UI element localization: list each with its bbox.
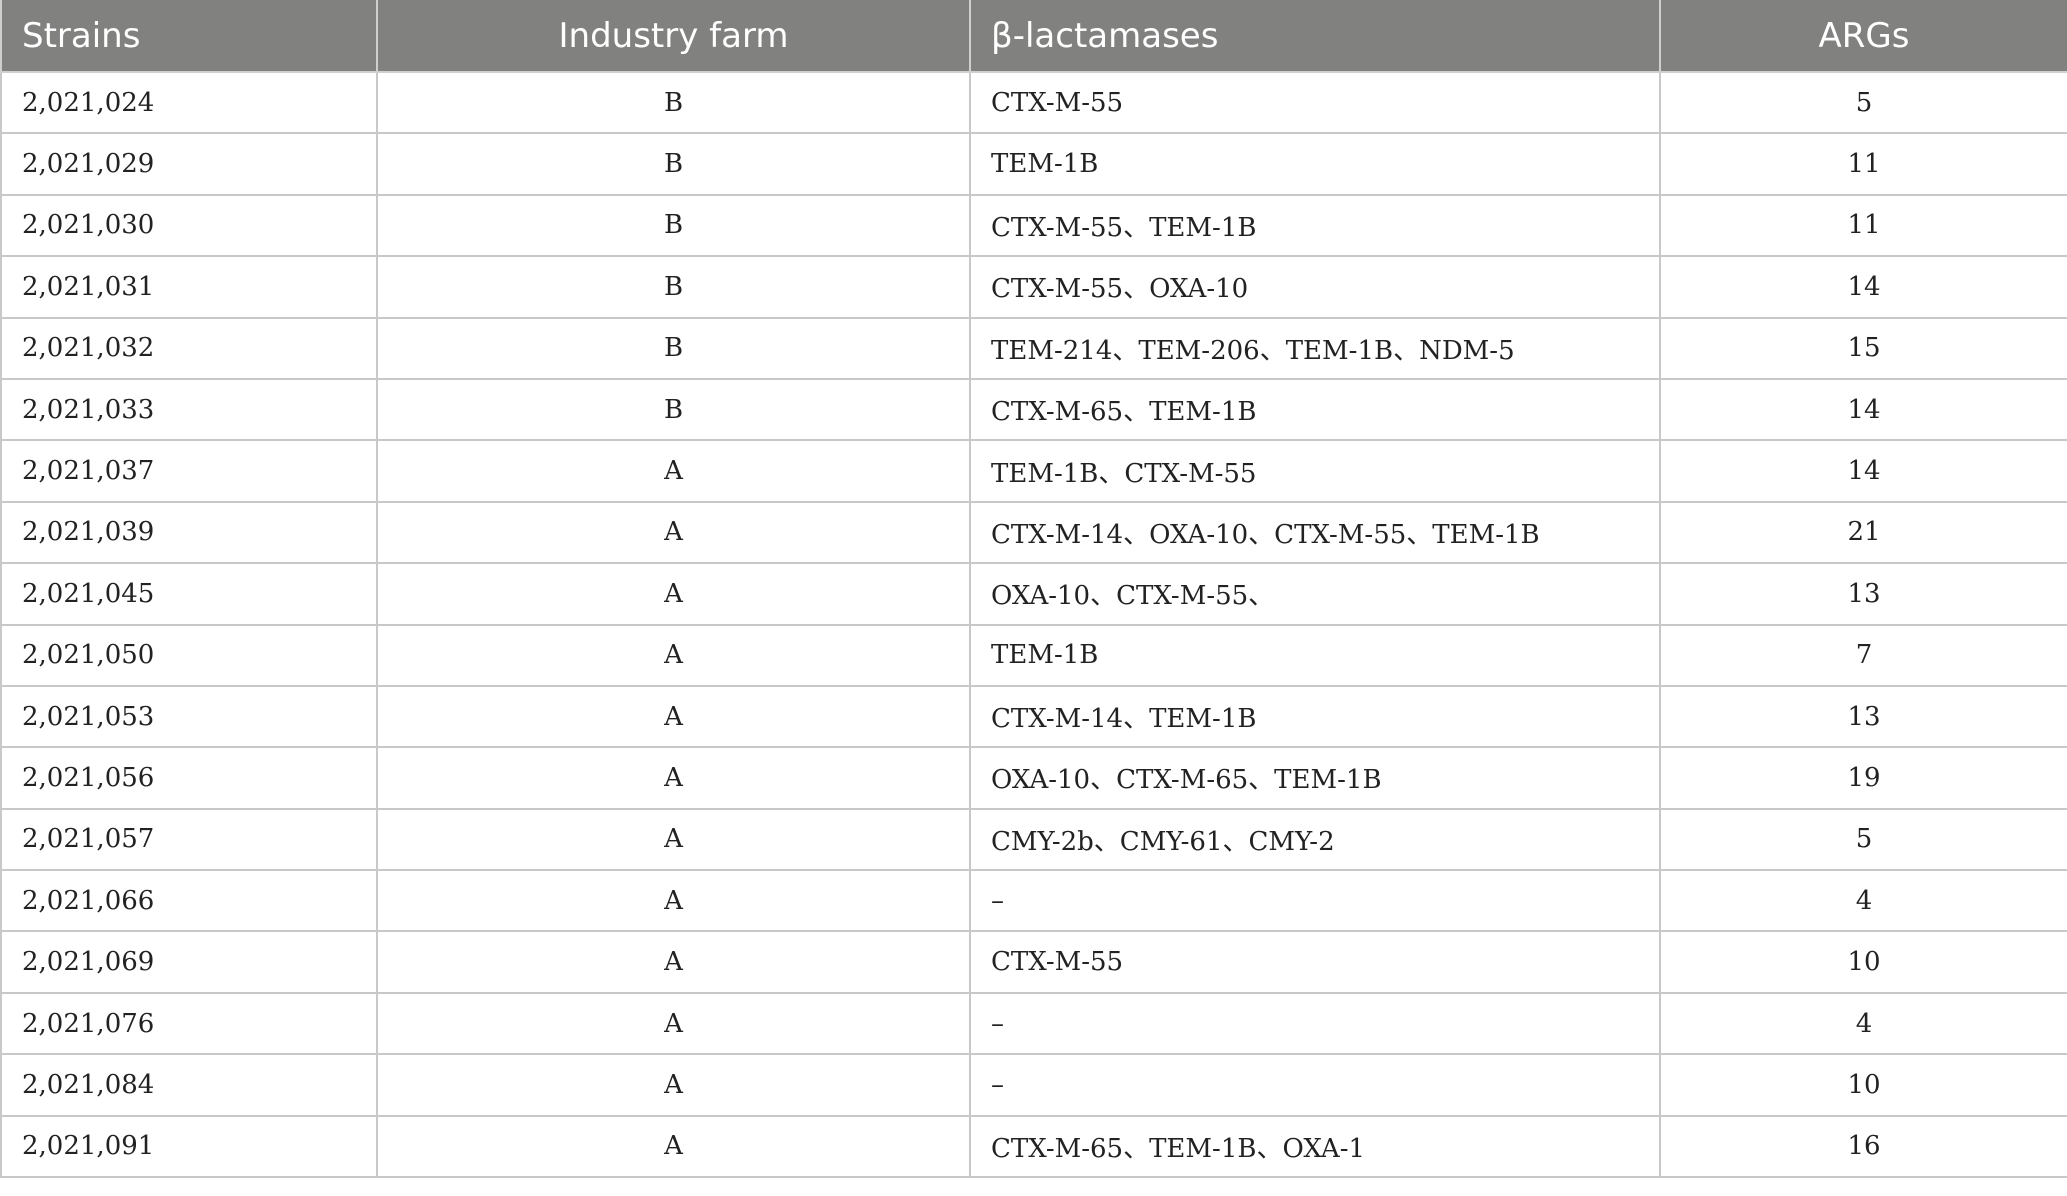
header-row: Strains Industry farm β-lactamases ARGs [0, 0, 2067, 73]
industry-farm-cell: B [376, 255, 971, 319]
strain-cell: 2,021,084 [0, 1053, 378, 1117]
table-row: 2,021,056 A OXA-10、CTX-M-65、TEM-1B 19 [0, 746, 2067, 810]
beta-lactamases-cell: CTX-M-55、OXA-10 [969, 255, 1661, 319]
table-row: 2,021,029 B TEM-1B 11 [0, 132, 2067, 196]
beta-lactamases-cell: TEM-1B、CTX-M-55 [969, 439, 1661, 503]
args-cell: 14 [1659, 439, 2067, 503]
industry-farm-cell: A [376, 1053, 971, 1117]
industry-farm-cell: A [376, 623, 971, 687]
table-row: 2,021,024 B CTX-M-55 5 [0, 70, 2067, 135]
args-cell: 13 [1659, 684, 2067, 749]
industry-farm-cell: B [376, 70, 971, 135]
industry-farm-cell: B [376, 132, 971, 196]
args-cell: 14 [1659, 255, 2067, 319]
header-args: ARGs [1659, 0, 2067, 73]
args-cell: 4 [1659, 869, 2067, 933]
beta-lactamases-cell: TEM-1B [969, 132, 1661, 196]
args-cell: 16 [1659, 1114, 2067, 1179]
table-body: 2,021,024 B CTX-M-55 5 2,021,029 B TEM-1B 11 2,0… [0, 70, 2067, 1179]
strain-cell: 2,021,066 [0, 869, 378, 933]
args-cell: 10 [1659, 930, 2067, 994]
table-row: 2,021,031 B CTX-M-55、OXA-10 14 [0, 255, 2067, 319]
industry-farm-cell: A [376, 991, 971, 1056]
strain-cell: 2,021,039 [0, 500, 378, 565]
industry-farm-cell: A [376, 807, 971, 872]
args-cell: 5 [1659, 807, 2067, 872]
industry-farm-cell: A [376, 930, 971, 994]
beta-lactamases-cell: OXA-10、CTX-M-65、TEM-1B [969, 746, 1661, 810]
beta-lactamases-cell: TEM-1B [969, 623, 1661, 687]
strain-cell: 2,021,069 [0, 930, 378, 994]
strain-cell: 2,021,091 [0, 1114, 378, 1179]
args-cell: 19 [1659, 746, 2067, 810]
strain-cell: 2,021,037 [0, 439, 378, 503]
table-row: 2,021,053 A CTX-M-14、TEM-1B 13 [0, 684, 2067, 749]
args-cell: 7 [1659, 623, 2067, 687]
table-row: 2,021,050 A TEM-1B 7 [0, 623, 2067, 687]
strain-cell: 2,021,032 [0, 316, 378, 380]
args-cell: 13 [1659, 562, 2067, 626]
table-row: 2,021,076 A –4 [0, 991, 2067, 1056]
beta-lactamases-cell: – [969, 1053, 1661, 1117]
industry-farm-cell: B [376, 377, 971, 442]
args-cell: 5 [1659, 70, 2067, 135]
table-row: 2,021,066 A –4 [0, 869, 2067, 933]
args-cell: 10 [1659, 1053, 2067, 1117]
industry-farm-cell: A [376, 1114, 971, 1179]
strain-cell: 2,021,053 [0, 684, 378, 749]
beta-lactamases-cell: – [969, 991, 1661, 1056]
strain-cell: 2,021,030 [0, 193, 378, 258]
strain-cell: 2,021,045 [0, 562, 378, 626]
beta-lactamases-cell: CTX-M-65、TEM-1B [969, 377, 1661, 442]
industry-farm-cell: A [376, 869, 971, 933]
table-row: 2,021,091 A CTX-M-65、TEM-1B、OXA-1 16 [0, 1114, 2067, 1179]
beta-lactamases-cell: CTX-M-14、TEM-1B [969, 684, 1661, 749]
table-row: 2,021,057 A CMY-2b、CMY-61、CMY-2 5 [0, 807, 2067, 872]
beta-lactamases-cell: CTX-M-55 [969, 70, 1661, 135]
beta-lactamases-cell: CMY-2b、CMY-61、CMY-2 [969, 807, 1661, 872]
beta-lactamases-cell: – [969, 869, 1661, 933]
industry-farm-cell: A [376, 439, 971, 503]
args-cell: 4 [1659, 991, 2067, 1056]
table-row: 2,021,069 A CTX-M-55 10 [0, 930, 2067, 994]
beta-lactamases-cell: CTX-M-55、TEM-1B [969, 193, 1661, 258]
beta-lactamases-cell: OXA-10、CTX-M-55、 [969, 562, 1661, 626]
table-row: 2,021,032 B TEM-214、TEM-206、TEM-1B、NDM-5 15 [0, 316, 2067, 380]
industry-farm-cell: B [376, 193, 971, 258]
strain-cell: 2,021,050 [0, 623, 378, 687]
industry-farm-cell: A [376, 562, 971, 626]
industry-farm-cell: B [376, 316, 971, 380]
beta-lactamases-cell: CTX-M-14、OXA-10、CTX-M-55、TEM-1B [969, 500, 1661, 565]
args-cell: 14 [1659, 377, 2067, 442]
table-header: Strains Industry farm β-lactamases ARGs [0, 0, 2067, 73]
args-cell: 15 [1659, 316, 2067, 380]
industry-farm-cell: A [376, 684, 971, 749]
industry-farm-cell: A [376, 500, 971, 565]
beta-lactamases-cell: TEM-214、TEM-206、TEM-1B、NDM-5 [969, 316, 1661, 380]
strain-cell: 2,021,076 [0, 991, 378, 1056]
table-row: 2,021,084 A –10 [0, 1053, 2067, 1117]
strain-cell: 2,021,033 [0, 377, 378, 442]
beta-lactamases-cell: CTX-M-65、TEM-1B、OXA-1 [969, 1114, 1661, 1179]
strain-cell: 2,021,031 [0, 255, 378, 319]
table-row: 2,021,033 B CTX-M-65、TEM-1B 14 [0, 377, 2067, 442]
args-cell: 21 [1659, 500, 2067, 565]
strain-cell: 2,021,056 [0, 746, 378, 810]
header-industry-farm: Industry farm [376, 0, 971, 73]
table-row: 2,021,037 A TEM-1B、CTX-M-55 14 [0, 439, 2067, 503]
table-row: 2,021,045 A OXA-10、CTX-M-55、 13 [0, 562, 2067, 626]
strain-cell: 2,021,057 [0, 807, 378, 872]
header-beta-lactamases: β-lactamases [969, 0, 1661, 73]
args-cell: 11 [1659, 193, 2067, 258]
table-row: 2,021,039 A CTX-M-14、OXA-10、CTX-M-55、TEM-1… [0, 500, 2067, 565]
beta-lactamases-cell: CTX-M-55 [969, 930, 1661, 994]
args-cell: 11 [1659, 132, 2067, 196]
industry-farm-cell: A [376, 746, 971, 810]
strain-cell: 2,021,024 [0, 70, 378, 135]
header-strains: Strains [0, 0, 378, 73]
strain-cell: 2,021,029 [0, 132, 378, 196]
table-row: 2,021,030 B CTX-M-55、TEM-1B 11 [0, 193, 2067, 258]
